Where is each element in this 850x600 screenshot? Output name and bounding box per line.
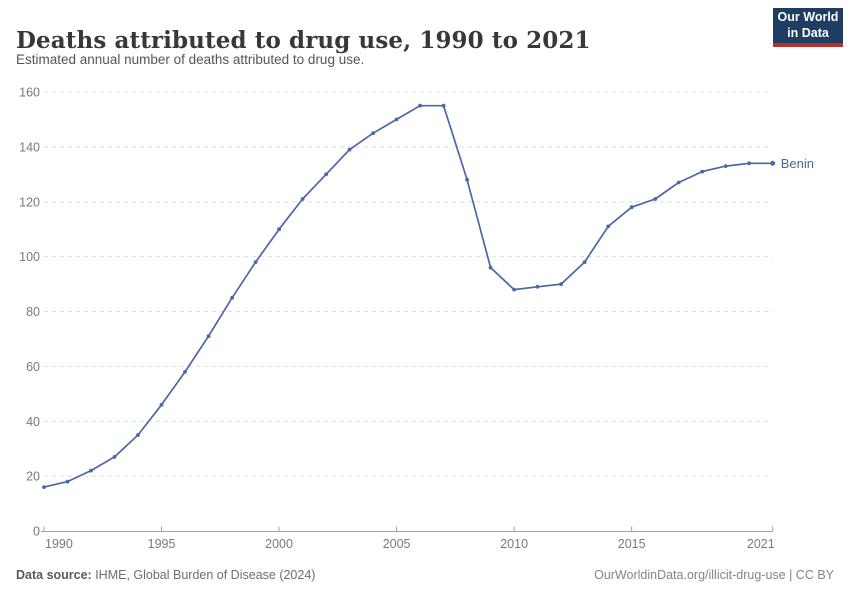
data-point[interactable] xyxy=(629,205,634,210)
page-subtitle: Estimated annual number of deaths attrib… xyxy=(16,52,365,67)
data-point[interactable] xyxy=(770,160,776,166)
data-point[interactable] xyxy=(277,227,281,232)
data-point[interactable] xyxy=(676,180,681,185)
data-point[interactable] xyxy=(418,103,422,108)
data-point[interactable] xyxy=(65,479,70,484)
data-point[interactable] xyxy=(747,161,752,166)
x-tick-label: 2015 xyxy=(618,537,646,551)
x-tick-label: 1990 xyxy=(45,537,73,551)
data-point[interactable] xyxy=(582,260,587,264)
data-point[interactable] xyxy=(512,287,516,292)
x-tick-label: 2000 xyxy=(265,537,293,551)
data-point[interactable] xyxy=(89,468,93,473)
data-point[interactable] xyxy=(394,117,399,122)
data-point[interactable] xyxy=(371,131,375,136)
owid-logo-line2: in Data xyxy=(787,25,829,40)
y-tick-label: 60 xyxy=(26,360,40,374)
data-point[interactable] xyxy=(465,177,469,182)
data-point[interactable] xyxy=(42,485,46,489)
series-label-benin[interactable]: Benin xyxy=(781,156,814,171)
data-point[interactable] xyxy=(183,370,187,374)
data-point[interactable] xyxy=(488,265,493,270)
chart-footer: Data source: IHME, Global Burden of Dise… xyxy=(16,568,834,582)
data-source-text: IHME, Global Burden of Disease (2024) xyxy=(91,568,316,582)
data-point[interactable] xyxy=(206,334,211,339)
x-tick-label: 2005 xyxy=(383,537,411,551)
data-point[interactable] xyxy=(324,172,328,177)
data-point[interactable] xyxy=(253,260,258,264)
y-tick-label: 80 xyxy=(26,305,40,319)
x-tick-label: 1995 xyxy=(148,537,176,551)
y-tick-label: 0 xyxy=(33,525,40,539)
data-source-note: Data source: IHME, Global Burden of Dise… xyxy=(16,568,315,582)
owid-logo-line1: Our World xyxy=(777,10,839,25)
data-point[interactable] xyxy=(559,282,563,286)
license-link[interactable]: OurWorldinData.org/illicit-drug-use | CC… xyxy=(594,568,834,582)
series-line-benin[interactable] xyxy=(43,104,774,488)
y-tick-label: 40 xyxy=(26,415,40,429)
y-tick-label: 120 xyxy=(19,195,40,209)
data-source-label: Data source: xyxy=(16,568,92,582)
data-point[interactable] xyxy=(300,197,305,201)
page-title: Deaths attributed to drug use, 1990 to 2… xyxy=(16,27,591,55)
data-point[interactable] xyxy=(347,147,352,152)
data-point[interactable] xyxy=(159,402,164,407)
data-point[interactable] xyxy=(723,164,728,169)
x-tick-label: 2021 xyxy=(747,537,775,551)
data-point[interactable] xyxy=(441,103,446,108)
x-tick-label: 2010 xyxy=(500,537,528,551)
data-point[interactable] xyxy=(136,433,140,437)
y-tick-label: 20 xyxy=(26,470,40,484)
data-point[interactable] xyxy=(700,169,705,174)
data-point[interactable] xyxy=(606,224,611,229)
data-point[interactable] xyxy=(535,284,540,289)
data-point[interactable] xyxy=(230,295,235,300)
y-tick-label: 140 xyxy=(19,140,40,154)
owid-logo[interactable]: Our World in Data xyxy=(773,8,843,47)
y-tick-label: 160 xyxy=(19,86,40,100)
data-point[interactable] xyxy=(112,455,117,459)
data-point[interactable] xyxy=(653,197,658,201)
y-tick-label: 100 xyxy=(19,250,40,264)
